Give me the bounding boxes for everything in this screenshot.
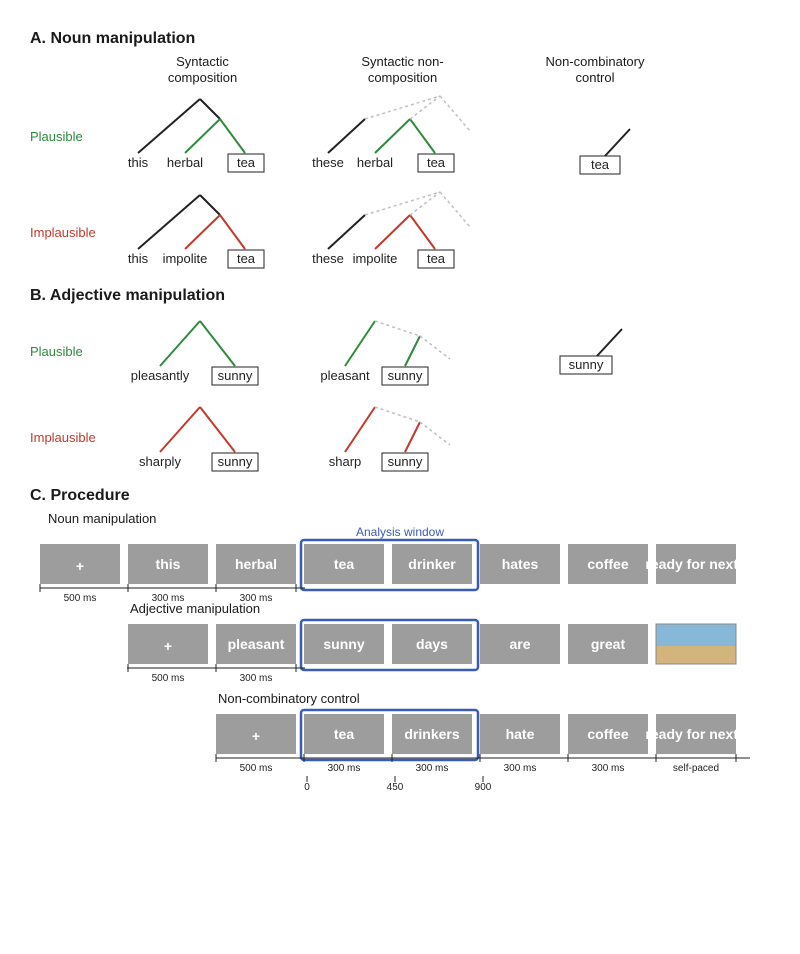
svg-text:impolite: impolite: [163, 251, 208, 266]
a-plausible-trees: this herbal tea these herbal tea tea: [110, 91, 700, 181]
svg-text:sunny: sunny: [323, 636, 364, 652]
svg-text:300 ms: 300 ms: [240, 673, 273, 684]
svg-text:this: this: [128, 251, 149, 266]
svg-text:sunny: sunny: [388, 368, 423, 383]
svg-text:these: these: [312, 251, 344, 266]
b-plausible-trees: pleasantly sunny pleasant sunny sunny: [110, 311, 700, 391]
svg-text:sharply: sharply: [139, 454, 181, 469]
column-headers: Syntactic composition Syntactic non- com…: [110, 54, 770, 85]
b-plausible-label: Plausible: [30, 344, 110, 359]
svg-text:pleasant: pleasant: [228, 636, 285, 652]
svg-text:sharp: sharp: [329, 454, 362, 469]
b-implausible-trees: sharply sunny sharp sunny: [110, 397, 700, 477]
svg-text:500 ms: 500 ms: [64, 593, 97, 601]
svg-text:are: are: [509, 636, 530, 652]
svg-text:ready for next?: ready for next?: [645, 726, 746, 742]
col3-l1: Non-combinatory: [546, 54, 645, 69]
svg-text:these: these: [312, 155, 344, 170]
svg-text:pleasantly: pleasantly: [131, 368, 190, 383]
svg-text:coffee: coffee: [587, 726, 628, 742]
svg-text:tea: tea: [427, 155, 446, 170]
svg-text:self-paced: self-paced: [673, 763, 719, 774]
svg-text:sunny: sunny: [569, 357, 604, 372]
col1-l1: Syntactic: [176, 54, 229, 69]
svg-text:+: +: [164, 638, 172, 654]
svg-text:450: 450: [387, 782, 404, 793]
col1-l2: composition: [168, 70, 237, 85]
svg-text:300 ms: 300 ms: [152, 593, 185, 601]
svg-text:300 ms: 300 ms: [416, 763, 449, 774]
svg-text:impolite: impolite: [353, 251, 398, 266]
section-b-title: B. Adjective manipulation: [30, 287, 770, 305]
a-plausible-label: Plausible: [30, 129, 110, 144]
svg-text:+: +: [252, 728, 260, 744]
svg-text:days: days: [416, 636, 448, 652]
noun-row-caption: Noun manipulation: [48, 511, 770, 526]
svg-text:sunny: sunny: [218, 454, 253, 469]
svg-text:300 ms: 300 ms: [328, 763, 361, 774]
col3-l2: control: [575, 70, 614, 85]
svg-text:herbal: herbal: [357, 155, 393, 170]
col2-l2: composition: [368, 70, 437, 85]
adj-row-caption: Adjective manipulation: [130, 601, 770, 616]
svg-text:tea: tea: [427, 251, 446, 266]
proc-adj-row: + pleasant sunny days are great 500 ms 300 ms: [30, 616, 770, 691]
svg-text:herbal: herbal: [167, 155, 203, 170]
svg-text:500 ms: 500 ms: [152, 673, 185, 684]
svg-text:0: 0: [304, 782, 310, 793]
svg-text:coffee: coffee: [587, 556, 628, 572]
svg-text:drinker: drinker: [408, 556, 456, 572]
a-implausible-trees: this impolite tea these impolite tea: [110, 187, 700, 277]
svg-text:pleasant: pleasant: [320, 368, 370, 383]
svg-text:drinkers: drinkers: [404, 726, 459, 742]
svg-text:tea: tea: [591, 157, 610, 172]
svg-text:+: +: [76, 558, 84, 574]
svg-text:tea: tea: [237, 251, 256, 266]
svg-text:tea: tea: [237, 155, 256, 170]
svg-text:500 ms: 500 ms: [240, 763, 273, 774]
svg-text:sunny: sunny: [218, 368, 253, 383]
svg-text:herbal: herbal: [235, 556, 277, 572]
svg-text:sunny: sunny: [388, 454, 423, 469]
svg-text:great: great: [591, 636, 626, 652]
svg-text:this: this: [156, 556, 181, 572]
proc-noun-row: Analysis window + this herbal tea drinker hat…: [30, 526, 770, 601]
svg-text:300 ms: 300 ms: [504, 763, 537, 774]
svg-text:this: this: [128, 155, 149, 170]
svg-text:hate: hate: [506, 726, 535, 742]
b-implausible-label: Implausible: [30, 430, 110, 445]
a-implausible-label: Implausible: [30, 225, 110, 240]
svg-text:tea: tea: [334, 726, 354, 742]
proc-ctrl-row: + tea drinkers hate coffee ready for next? 50…: [30, 706, 770, 796]
svg-text:tea: tea: [334, 556, 354, 572]
svg-text:ready for next?: ready for next?: [645, 556, 746, 572]
svg-text:Analysis window: Analysis window: [356, 526, 444, 539]
svg-text:hates: hates: [502, 556, 539, 572]
section-c-title: C. Procedure: [30, 487, 770, 505]
svg-text:300 ms: 300 ms: [592, 763, 625, 774]
ctrl-row-caption: Non-combinatory control: [218, 691, 770, 706]
svg-text:300 ms: 300 ms: [240, 593, 273, 601]
svg-text:900: 900: [475, 782, 492, 793]
col2-l1: Syntactic non-: [361, 54, 443, 69]
section-a-title: A. Noun manipulation: [30, 30, 770, 48]
